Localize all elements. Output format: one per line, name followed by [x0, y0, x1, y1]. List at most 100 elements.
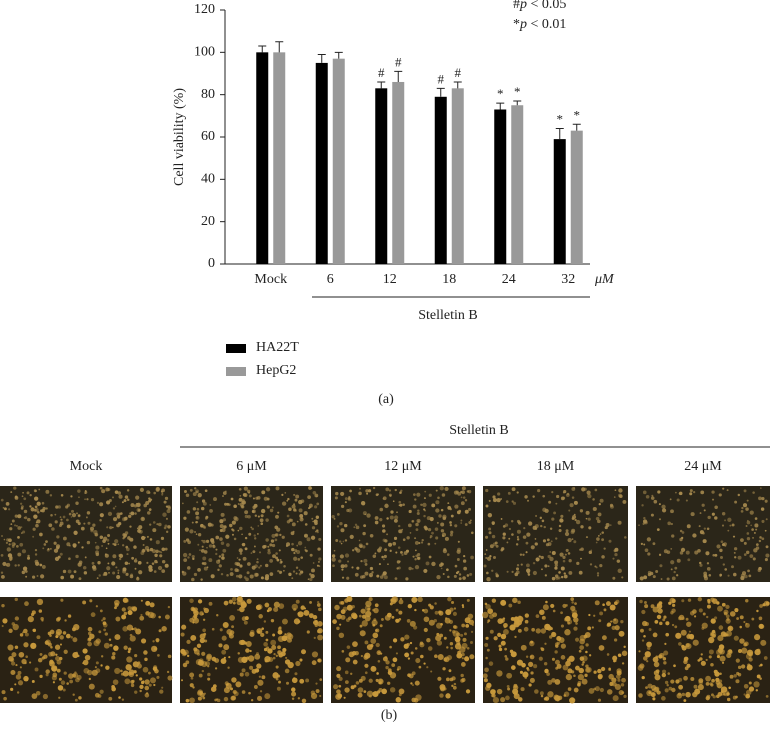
cell [551, 517, 555, 521]
cell [130, 606, 135, 611]
cell [182, 571, 187, 576]
cell [366, 690, 374, 697]
cell [3, 538, 6, 541]
cell [484, 553, 487, 555]
cell [569, 503, 574, 508]
cell [599, 498, 604, 503]
cell [738, 648, 743, 653]
cell [277, 629, 283, 635]
cell [450, 646, 453, 650]
cell [241, 533, 243, 536]
cell [676, 574, 679, 577]
cell [228, 503, 231, 506]
cell [453, 574, 457, 578]
cell [1, 624, 4, 628]
cell [752, 557, 756, 561]
cell [492, 495, 496, 499]
cell [189, 697, 195, 704]
cell [528, 661, 534, 667]
cell [359, 624, 363, 628]
cell [287, 661, 294, 669]
cell [97, 561, 101, 565]
cell [685, 617, 689, 621]
cell [643, 516, 646, 520]
cell [562, 555, 566, 559]
cell [593, 670, 597, 674]
cell [11, 519, 15, 523]
cell [708, 573, 712, 577]
cell [599, 611, 604, 616]
cell [575, 665, 580, 671]
cell [358, 614, 362, 618]
cell [269, 572, 274, 576]
cell [541, 519, 545, 523]
cell [614, 683, 621, 691]
cell [127, 650, 131, 654]
cell [34, 505, 38, 509]
cell [205, 655, 212, 662]
cell [355, 525, 360, 530]
cell [656, 528, 660, 531]
cell [608, 668, 612, 672]
bar [332, 58, 345, 264]
cell [263, 496, 268, 501]
cell [656, 614, 662, 620]
cell [207, 522, 212, 527]
cell [532, 570, 537, 576]
cell [249, 574, 254, 579]
cell [14, 683, 17, 686]
cell [357, 687, 364, 693]
cell [426, 516, 431, 521]
cell [734, 556, 737, 559]
cell [192, 557, 195, 561]
cell [496, 670, 503, 677]
cell [741, 647, 748, 654]
cell [201, 651, 206, 656]
cell [352, 641, 358, 648]
cell [56, 546, 60, 550]
cell [597, 673, 603, 679]
cell [462, 496, 466, 499]
cell [24, 601, 29, 607]
cell [229, 614, 236, 621]
cell [437, 676, 442, 681]
cell [755, 528, 758, 531]
cell [464, 656, 470, 662]
cell [1, 690, 6, 695]
cell [616, 674, 621, 679]
cell [648, 691, 652, 694]
cell [145, 600, 151, 606]
cell [394, 488, 397, 492]
cell [59, 516, 62, 518]
cell [24, 516, 28, 520]
cell [652, 632, 658, 638]
cell [395, 608, 399, 612]
cell [714, 516, 718, 520]
cell [560, 575, 564, 579]
cell [614, 553, 618, 557]
cell [603, 547, 606, 550]
cell [545, 600, 548, 604]
cell [581, 487, 586, 492]
cell [355, 548, 361, 553]
cell [737, 672, 742, 677]
cell [745, 693, 751, 699]
cell [431, 503, 436, 508]
cell [297, 557, 301, 561]
cell [49, 547, 52, 550]
cell [266, 646, 270, 650]
cell [568, 570, 573, 575]
cell [641, 504, 644, 507]
cell [379, 507, 384, 512]
cell [500, 498, 503, 500]
cell [615, 599, 620, 604]
cell [606, 601, 611, 606]
panel-label: (a) [378, 392, 394, 407]
error-bar [453, 81, 462, 89]
cell [275, 677, 279, 681]
cell [93, 530, 98, 535]
cell [450, 530, 454, 534]
cell [123, 645, 128, 650]
cell [348, 508, 353, 513]
cell [745, 550, 750, 555]
